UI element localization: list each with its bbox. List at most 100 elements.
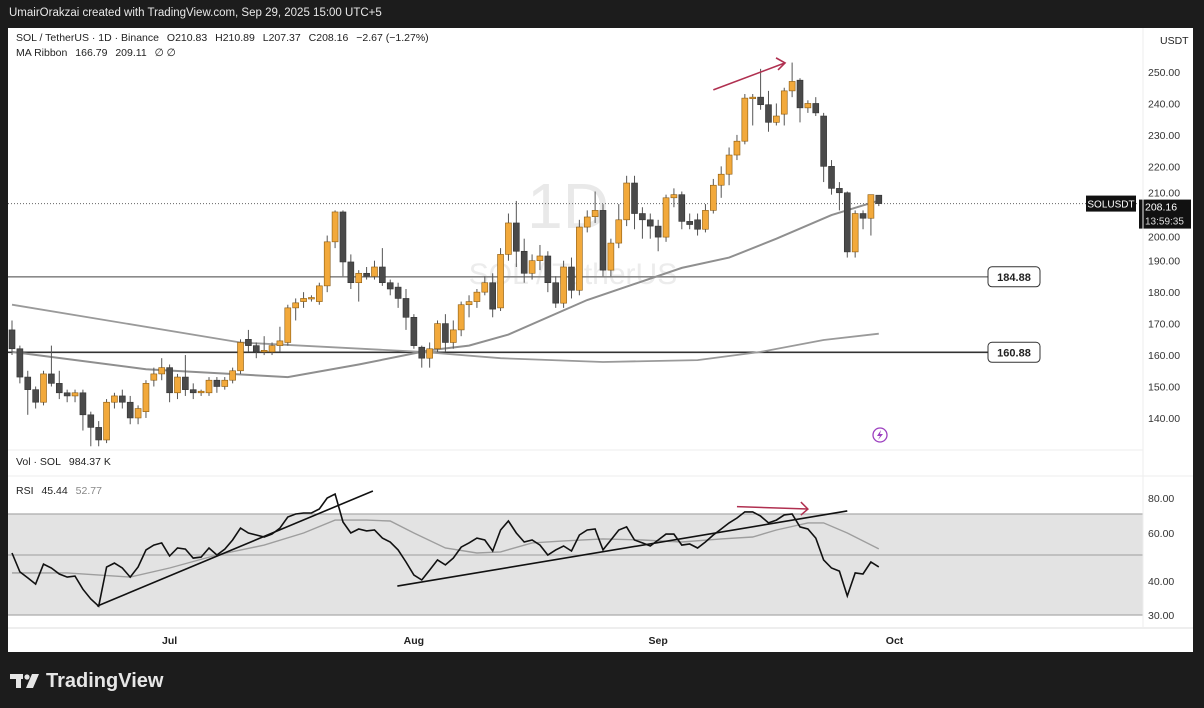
- chart-canvas[interactable]: 1DSOL / TetherUS184.88160.88USDT250.0024…: [8, 28, 1193, 652]
- candle-body: [804, 103, 812, 109]
- candle: [434, 320, 441, 352]
- candle-body: [323, 241, 331, 287]
- last-price-tag: [1139, 199, 1191, 229]
- candle-body: [457, 304, 465, 331]
- candle: [804, 100, 812, 113]
- attribution-text: UmairOrakzai created with TradingView.co…: [9, 7, 382, 19]
- close-value: C208.16: [308, 32, 349, 44]
- candle: [568, 257, 575, 299]
- candle: [8, 320, 16, 356]
- candle-body: [631, 182, 638, 214]
- candle-body: [331, 211, 339, 243]
- symbol-tag: [1086, 195, 1136, 212]
- candle: [560, 260, 567, 308]
- candle-body: [213, 379, 221, 387]
- price-tick-label: 240.00: [1148, 98, 1180, 110]
- symbol-title[interactable]: SOL / TetherUS · 1D · Binance: [16, 32, 159, 44]
- alert-circle: [872, 427, 888, 443]
- candle-body: [55, 383, 63, 394]
- candle-body: [308, 297, 315, 300]
- candle: [16, 345, 24, 384]
- candle-body: [646, 219, 654, 227]
- candle-body: [16, 348, 24, 378]
- candle: [544, 251, 552, 293]
- rsi-legend[interactable]: RSI 45.44 52.77: [16, 485, 107, 497]
- candle-body: [126, 401, 134, 419]
- candle: [646, 213, 654, 239]
- candle-body: [205, 379, 213, 394]
- rsi-tick-label: 30.00: [1148, 610, 1174, 622]
- candle: [166, 364, 173, 403]
- candle: [552, 276, 560, 308]
- rsi-trendline: [96, 490, 374, 607]
- candle-body: [410, 317, 418, 346]
- candle: [836, 182, 843, 211]
- rsi-tick-label: 40.00: [1148, 576, 1174, 588]
- candle: [757, 68, 764, 110]
- candle-body: [300, 298, 307, 302]
- rsi-ma-value: 52.77: [75, 485, 102, 497]
- candle: [505, 213, 512, 261]
- candle: [410, 314, 418, 349]
- volume-label: Vol · SOL: [16, 456, 61, 468]
- candle-body: [111, 395, 118, 403]
- candle: [457, 301, 465, 337]
- candle-body: [765, 104, 772, 123]
- candle-body: [623, 182, 630, 221]
- candle: [639, 207, 646, 239]
- candle: [363, 266, 370, 280]
- candle-body: [536, 255, 544, 261]
- price-tick-label: 180.00: [1148, 287, 1180, 299]
- candle: [591, 191, 599, 223]
- candle-body: [867, 194, 875, 219]
- candle-body: [639, 213, 646, 221]
- candle-body: [363, 272, 370, 277]
- price-tick-label: 170.00: [1148, 319, 1180, 331]
- candle: [300, 292, 307, 308]
- candle-body: [568, 266, 575, 291]
- candle: [126, 395, 134, 425]
- alert-lightning-icon: [872, 427, 888, 443]
- last-price-value: 208.16: [1145, 202, 1177, 214]
- tradingview-logo-icon: [10, 674, 39, 688]
- candle-body: [733, 140, 741, 156]
- tradingview-logo[interactable]: TradingView: [10, 665, 163, 697]
- candle: [402, 289, 410, 330]
- candle-body: [497, 254, 504, 309]
- time-tick-label: Oct: [886, 635, 904, 647]
- candle-body: [71, 392, 79, 397]
- candle-body: [276, 340, 284, 346]
- candle-body: [355, 272, 363, 284]
- candle: [379, 248, 386, 286]
- candle-body: [32, 389, 39, 403]
- candle-body: [505, 222, 512, 255]
- candle: [623, 175, 630, 227]
- candle: [87, 411, 95, 447]
- candle: [851, 210, 859, 258]
- candle: [489, 273, 496, 318]
- volume-legend[interactable]: Vol · SOL 984.37 K: [16, 456, 116, 468]
- candle-body: [583, 216, 591, 228]
- candle-body: [442, 323, 449, 343]
- price-tick-label: 220.00: [1148, 161, 1180, 173]
- price-tick-label: 250.00: [1148, 67, 1180, 79]
- chart-panel[interactable]: 1DSOL / TetherUS184.88160.88USDT250.0024…: [8, 28, 1193, 652]
- candle-body: [694, 219, 701, 230]
- candle-body: [544, 255, 552, 284]
- candle: [55, 370, 63, 400]
- candle-body: [828, 166, 835, 189]
- candle: [229, 367, 236, 384]
- candle: [276, 326, 284, 352]
- candle-body: [182, 376, 189, 390]
- candle-body: [654, 225, 662, 238]
- price-tick-label: 200.00: [1148, 232, 1180, 244]
- candle: [765, 90, 772, 132]
- open-value: O210.83: [166, 32, 208, 44]
- arrow-head-icon: [775, 57, 787, 71]
- price-tick-label: 150.00: [1148, 382, 1180, 394]
- candle: [631, 175, 638, 230]
- ma-ribbon-legend[interactable]: MA Ribbon 166.79 209.11 ∅ ∅: [16, 47, 181, 59]
- candle-body: [347, 261, 355, 284]
- candle-body: [489, 282, 496, 310]
- candle: [316, 282, 323, 305]
